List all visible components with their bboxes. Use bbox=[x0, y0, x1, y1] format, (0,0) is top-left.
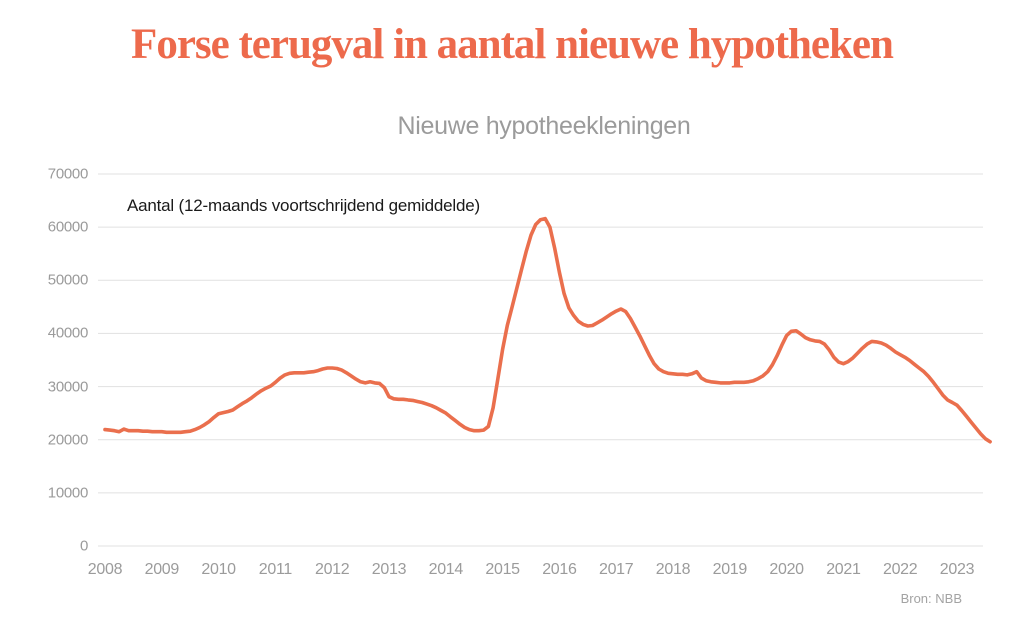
y-tick-label: 50000 bbox=[47, 271, 89, 289]
y-tick-label: 40000 bbox=[47, 324, 89, 342]
x-tick-label: 2023 bbox=[939, 561, 975, 578]
x-tick-label: 2009 bbox=[144, 561, 180, 578]
y-axis: 0 10000 20000 30000 40000 50000 60000 70000 bbox=[0, 166, 89, 555]
x-tick-label: 2021 bbox=[826, 561, 861, 578]
y-tick-label: 60000 bbox=[47, 218, 89, 236]
x-tick-label: 2012 bbox=[314, 561, 350, 578]
x-tick-label: 2017 bbox=[598, 561, 634, 578]
x-tick-label: 2008 bbox=[87, 561, 123, 578]
x-tick-label: 2013 bbox=[371, 561, 407, 578]
x-tick-label: 2022 bbox=[882, 561, 918, 578]
y-tick-label: 0 bbox=[79, 537, 88, 555]
y-tick-label: 30000 bbox=[47, 378, 89, 396]
page-title: Forse terugval in aantal nieuwe hypothek… bbox=[131, 21, 894, 68]
source-credit: Bron: NBB bbox=[900, 591, 962, 606]
x-tick-label: 2016 bbox=[542, 561, 577, 578]
x-tick-label: 2010 bbox=[201, 561, 236, 578]
x-tick-label: 2020 bbox=[769, 561, 804, 578]
chart-subtitle: Nieuwe hypotheekleningen bbox=[397, 112, 691, 140]
series-label: Aantal (12-maands voortschrijdend gemidd… bbox=[127, 196, 480, 215]
x-tick-label: 2019 bbox=[712, 561, 748, 578]
line-chart-canvas bbox=[98, 173, 992, 547]
plot-area bbox=[98, 173, 992, 547]
y-tick-label: 70000 bbox=[47, 165, 89, 183]
y-tick-label: 10000 bbox=[47, 484, 89, 502]
x-tick-label: 2018 bbox=[655, 561, 691, 578]
x-tick-label: 2011 bbox=[258, 561, 293, 578]
x-tick-label: 2015 bbox=[485, 561, 520, 578]
x-axis: 2008 2009 2010 2011 2012 2013 2014 2015 2016 2017… bbox=[88, 561, 990, 583]
gridlines bbox=[98, 173, 983, 547]
y-tick-label: 20000 bbox=[47, 431, 89, 449]
x-tick-label: 2014 bbox=[428, 561, 464, 578]
data-line bbox=[103, 216, 992, 444]
